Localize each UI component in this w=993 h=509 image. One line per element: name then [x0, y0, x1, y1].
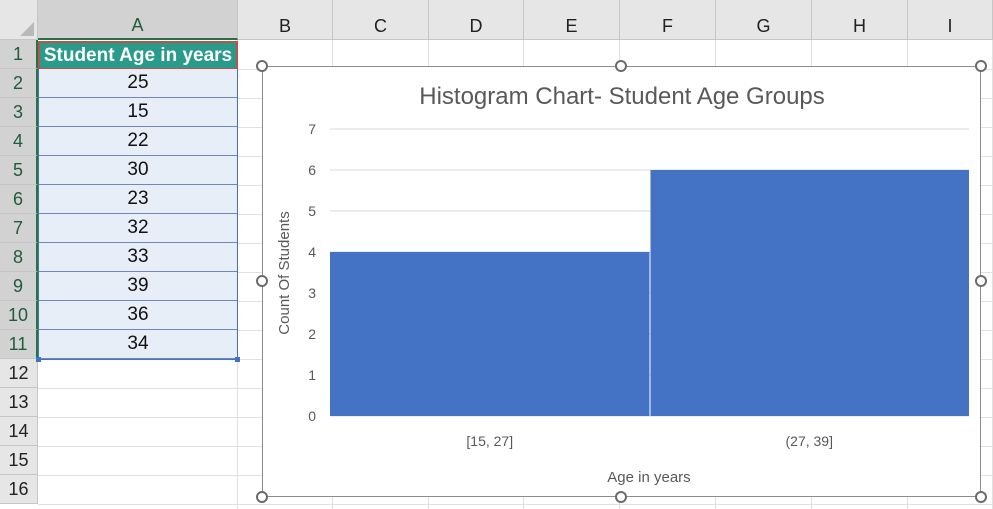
row-header-2[interactable]: 2 [0, 69, 38, 98]
row-header-7[interactable]: 7 [0, 214, 38, 243]
cell-a2[interactable]: 25 [38, 69, 238, 98]
x-axis-title[interactable]: Age in years [607, 469, 690, 486]
column-header-e[interactable]: E [524, 0, 620, 40]
column-header-c[interactable]: C [333, 0, 429, 40]
column-header-a[interactable]: A [38, 0, 238, 40]
cell-a1-header[interactable]: Student Age in years [38, 41, 238, 70]
row-header-1[interactable]: 1 [0, 40, 38, 69]
chart-area[interactable]: Histogram Chart- Student Age Groups Coun… [262, 66, 981, 497]
resize-handle-top-center[interactable] [615, 60, 627, 72]
resize-handle-middle-left[interactable] [256, 275, 268, 287]
row-header-9[interactable]: 9 [0, 272, 38, 301]
select-all-corner[interactable] [0, 0, 38, 40]
row-header-4[interactable]: 4 [0, 127, 38, 156]
y-tick-label: 0 [308, 408, 316, 424]
y-tick-label: 2 [308, 326, 316, 342]
row-header-6[interactable]: 6 [0, 185, 38, 214]
column-header-b[interactable]: B [238, 0, 333, 40]
cell-a4[interactable]: 22 [38, 127, 238, 156]
resize-handle-middle-right[interactable] [975, 275, 987, 287]
row-header-16[interactable]: 16 [0, 475, 38, 504]
y-tick-label: 1 [308, 367, 316, 383]
row-header-10[interactable]: 10 [0, 301, 38, 330]
column-header-d[interactable]: D [429, 0, 524, 40]
histogram-bar-2[interactable] [650, 170, 970, 416]
row-header-14[interactable]: 14 [0, 417, 38, 446]
selection-corner-handle[interactable] [36, 357, 41, 362]
column-header-i[interactable]: I [908, 0, 993, 40]
x-tick-label: [15, 27] [466, 433, 513, 449]
y-tick-label: 6 [308, 162, 316, 178]
gridline-horizontal [38, 504, 993, 505]
y-tick-label: 3 [308, 285, 316, 301]
row-header-8[interactable]: 8 [0, 243, 38, 272]
cell-a3[interactable]: 15 [38, 98, 238, 127]
column-header-h[interactable]: H [812, 0, 908, 40]
y-tick-label: 7 [308, 121, 316, 137]
column-header-g[interactable]: G [716, 0, 812, 40]
cell-a5[interactable]: 30 [38, 156, 238, 185]
row-header-3[interactable]: 3 [0, 98, 38, 127]
x-tick-label: (27, 39] [786, 433, 833, 449]
resize-handle-bottom-center[interactable] [615, 491, 627, 503]
row-header-11[interactable]: 11 [0, 330, 38, 359]
row-header-12[interactable]: 12 [0, 359, 38, 388]
resize-handle-bottom-right[interactable] [975, 491, 987, 503]
cell-a9[interactable]: 39 [38, 272, 238, 301]
fill-handle[interactable] [235, 357, 240, 362]
y-tick-label: 4 [308, 244, 316, 260]
histogram-chart: Histogram Chart- Student Age Groups Coun… [276, 83, 970, 486]
resize-handle-top-right[interactable] [975, 60, 987, 72]
cell-a6[interactable]: 23 [38, 185, 238, 214]
select-all-triangle-icon [20, 22, 34, 36]
y-tick-label: 5 [308, 203, 316, 219]
row-header-15[interactable]: 15 [0, 446, 38, 475]
cell-a7[interactable]: 32 [38, 214, 238, 243]
cell-a8[interactable]: 33 [38, 243, 238, 272]
chart-title[interactable]: Histogram Chart- Student Age Groups [419, 83, 825, 110]
row-header-13[interactable]: 13 [0, 388, 38, 417]
column-header-f[interactable]: F [620, 0, 716, 40]
resize-handle-top-left[interactable] [256, 60, 268, 72]
resize-handle-bottom-left[interactable] [256, 491, 268, 503]
row-header-5[interactable]: 5 [0, 156, 38, 185]
cell-a11[interactable]: 34 [38, 330, 238, 359]
y-axis-title[interactable]: Count Of Students [276, 211, 293, 334]
cell-a10[interactable]: 36 [38, 301, 238, 330]
histogram-bar-1[interactable] [330, 252, 650, 416]
